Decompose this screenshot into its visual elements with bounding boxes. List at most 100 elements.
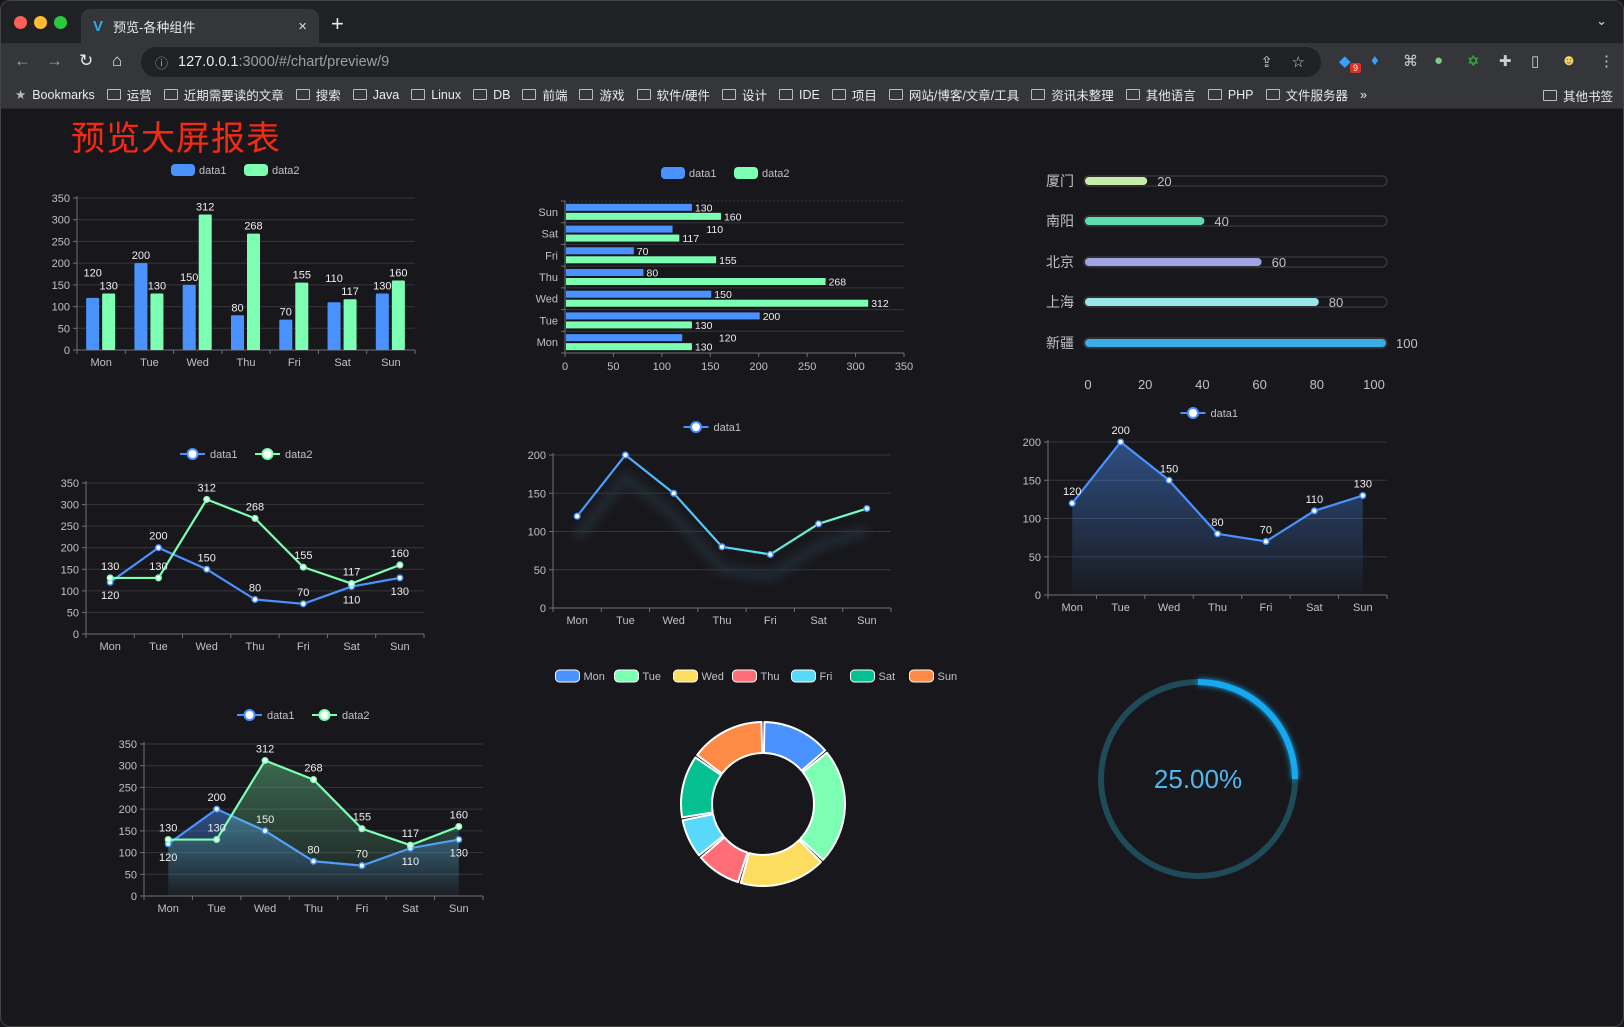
bar-data1 <box>182 284 196 350</box>
legend-item-tue[interactable]: Tue <box>614 669 662 683</box>
bar-data1 <box>566 203 692 211</box>
progress-fill <box>1085 258 1262 266</box>
bookmark-folder[interactable]: 其他语言 <box>1125 85 1196 104</box>
bar-data2 <box>391 280 405 350</box>
bookmark-folder[interactable]: DB <box>473 85 510 104</box>
bookmark-label: 资讯未整理 <box>1051 89 1114 103</box>
bookmarks-button[interactable]: ★ Bookmarks <box>15 87 95 103</box>
site-info-icon[interactable]: ⓘ <box>155 55 169 71</box>
bookmark-label: 近期需要读的文章 <box>183 89 284 103</box>
legend-item-data1[interactable]: data1 <box>683 421 742 434</box>
gem-extension-icon[interactable]: ♦ <box>1371 52 1379 69</box>
legend-item-data1[interactable]: data1 <box>237 709 295 722</box>
share-icon[interactable]: ⇪ <box>1260 54 1273 71</box>
bookmark-label: 游戏 <box>599 89 625 103</box>
bookmarks-bar: ★ Bookmarks 运营 近期需要读的文章 搜索 Java Linux DB 前端 游戏 软件… <box>1 81 1623 109</box>
bar-data1 <box>566 269 644 276</box>
legend-label: data2 <box>272 165 300 177</box>
menu-kebab-icon[interactable]: ⋮ <box>1599 53 1614 70</box>
x-tick-label: Sat <box>402 903 419 915</box>
bookmark-label: 软件/硬件 <box>656 89 710 103</box>
bookmark-folder[interactable]: 游戏 <box>579 85 625 104</box>
maximize-window-button[interactable] <box>54 16 67 29</box>
back-icon[interactable]: ← <box>14 51 31 70</box>
data-point <box>396 561 404 569</box>
bar-value-label: 110 <box>325 273 343 285</box>
other-bookmarks[interactable]: 其他书签 <box>1542 81 1613 109</box>
y-tick-label: 50 <box>58 323 70 335</box>
legend-item-sun[interactable]: Sun <box>909 669 958 683</box>
data-value-label: 110 <box>343 595 361 607</box>
legend-item-mon[interactable]: Mon <box>555 669 605 683</box>
bar-value-label: 120 <box>83 268 101 280</box>
bookmark-folder[interactable]: 前端 <box>522 85 567 104</box>
bookmark-star-icon[interactable]: ☆ <box>1291 54 1305 71</box>
bar-data1 <box>566 290 712 298</box>
profile-avatar[interactable]: ☻ <box>1561 52 1577 69</box>
y-tick-label: 50 <box>1029 552 1041 564</box>
minimize-window-button[interactable] <box>34 16 47 29</box>
bookmark-folder[interactable]: 软件/硬件 <box>636 85 710 104</box>
x-tick-label: Thu <box>237 357 256 369</box>
side-panel-icon[interactable]: ▯ <box>1531 53 1540 70</box>
bookmark-folder[interactable]: 运营 <box>106 85 152 104</box>
x-tick-label: 60 <box>1252 377 1266 392</box>
bookmark-folder[interactable]: 网站/博客/文章/工具 <box>888 85 1019 104</box>
forward-icon[interactable]: → <box>46 51 63 70</box>
bookmark-folder[interactable]: Java <box>352 85 399 104</box>
tab-search-chevron-icon[interactable]: ⌄ <box>1596 13 1607 28</box>
bookmark-folder[interactable]: 搜索 <box>295 85 341 104</box>
reload-icon[interactable]: ↻ <box>79 51 94 70</box>
bar-data1 <box>566 247 634 255</box>
extension-icon[interactable]: ◆ <box>1339 53 1351 70</box>
bookmark-folder[interactable]: PHP <box>1207 85 1254 104</box>
y-tick-label: 150 <box>52 280 70 292</box>
legend-item-sat[interactable]: Sat <box>850 669 896 683</box>
address-bar[interactable]: ⓘ 127.0.0.1 :3000/#/chart/preview/9 ⇪ ☆ <box>141 47 1321 77</box>
bookmark-label: Linux <box>431 87 462 102</box>
bookmark-folder[interactable]: 资讯未整理 <box>1031 85 1114 104</box>
folder-icon <box>888 89 903 100</box>
legend-item-data2[interactable]: data2 <box>244 164 300 177</box>
circle-extension-icon[interactable]: ● <box>1434 52 1444 69</box>
legend-item-data1[interactable]: data1 <box>1180 407 1239 420</box>
data-value-label: 130 <box>450 848 468 860</box>
data-point <box>396 574 404 582</box>
legend-item-data2[interactable]: data2 <box>255 448 313 461</box>
legend-item-data2[interactable]: data2 <box>312 709 370 722</box>
x-tick-label: Tue <box>616 615 635 627</box>
legend-item-data1[interactable]: data1 <box>180 448 238 461</box>
browser-tab[interactable]: V 预览-各种组件 × <box>81 9 319 43</box>
close-window-button[interactable] <box>14 16 27 29</box>
bookmark-folder[interactable]: Linux <box>411 85 461 104</box>
legend-item-wed[interactable]: Wed <box>673 669 724 683</box>
bookmark-folder[interactable]: 设计 <box>721 85 767 104</box>
legend-item-data1[interactable]: data1 <box>661 167 717 180</box>
legend-item-data1[interactable]: data1 <box>171 164 227 177</box>
bookmark-folder[interactable]: 文件服务器 <box>1265 85 1348 104</box>
legend-item-data2[interactable]: data2 <box>734 167 790 180</box>
category-label: 北京 <box>1046 254 1074 270</box>
new-tab-button[interactable]: + <box>331 11 344 36</box>
bookmark-folder[interactable]: 近期需要读的文章 <box>163 85 284 104</box>
bar-value-label: 70 <box>637 246 649 258</box>
bookmark-folder[interactable]: 项目 <box>831 85 877 104</box>
close-tab-icon[interactable]: × <box>298 17 307 35</box>
x-tick-label: 80 <box>1310 377 1324 392</box>
legend-item-fri[interactable]: Fri <box>791 669 833 683</box>
y-tick-label: 50 <box>534 565 546 577</box>
progress-track <box>1083 337 1388 349</box>
home-icon[interactable]: ⌂ <box>112 51 123 70</box>
data-point <box>299 563 307 571</box>
bookmark-label: 其他语言 <box>1145 89 1196 103</box>
bookmarks-overflow[interactable]: » <box>1360 87 1367 102</box>
command-extension-icon[interactable]: ⌘ <box>1403 53 1418 70</box>
bookmark-folder[interactable]: IDE <box>779 85 820 104</box>
star-extension-icon[interactable]: ✡ <box>1467 53 1480 70</box>
legend-circle-icon <box>243 709 256 721</box>
bar-data2 <box>295 282 309 350</box>
data-value-label: 110 <box>1306 494 1324 506</box>
puzzle-extensions-icon[interactable]: ✚ <box>1499 53 1512 70</box>
legend-item-thu[interactable]: Thu <box>732 669 780 683</box>
y-tick-label: 200 <box>52 258 70 270</box>
